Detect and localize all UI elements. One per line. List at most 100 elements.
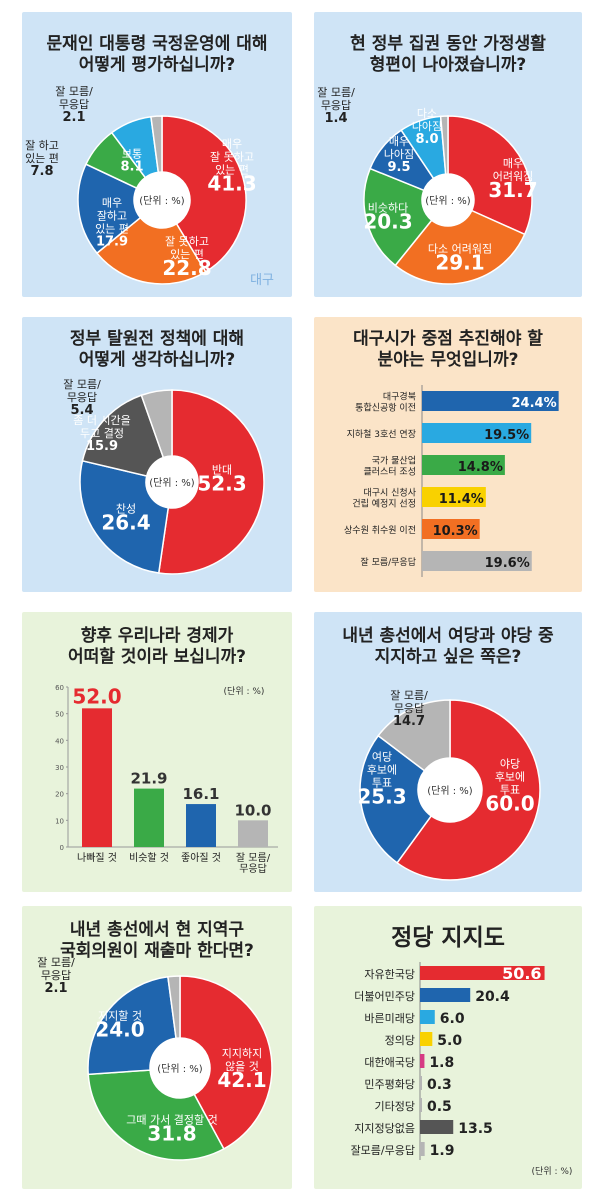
bar-나빠질-것 — [82, 708, 112, 847]
donut-hole — [418, 758, 482, 822]
slice-label: 잘 모름/ — [390, 689, 428, 702]
slice-label: 매우 — [389, 135, 409, 148]
bar-대구경북-통합신공항-이전 — [422, 391, 559, 411]
value-label: 0.3 — [427, 1077, 452, 1093]
chart-title: 대구시가 중점 추진해야 할 분야는 무엇입니까? — [353, 329, 543, 370]
slice-label: 비슷하다 — [368, 201, 408, 215]
bar-chart-svg: 자유한국당 50.6 더불어민주당 20.4 바른미래당 6.0 정의당 5.0 대한애국당 1.… — [351, 962, 572, 1177]
slice-label: 후보에 — [367, 764, 397, 777]
slice-label: 두고 결정 — [80, 427, 124, 440]
slice-label: 나아짐 — [412, 120, 442, 133]
bar-정의당 — [420, 1032, 433, 1046]
bar-대한애국당 — [420, 1054, 425, 1068]
chart-title: 현 정부 집권 동안 가정생활 형편이 나아졌습니까? — [350, 34, 546, 75]
slice-value: 31.8 — [147, 1122, 196, 1146]
category-label: 잘 모름/무응답 — [360, 556, 416, 568]
slice-value: 20.3 — [363, 210, 412, 234]
slice-label: 후보에 — [495, 771, 525, 784]
bar-민주평화당 — [420, 1076, 422, 1090]
category-label: 잘모름/무응답 — [351, 1144, 415, 1157]
category-label: 상수원 취수원 이전 — [344, 525, 416, 536]
slice-label: 다소 어려워짐 — [428, 243, 492, 256]
watermark-text: 대구 — [250, 273, 274, 288]
category-label: 잘 모름/ — [236, 852, 271, 864]
panel-incumbent-rerun: 내년 총선에서 현 지역구 국회의원이 재출마 한다면? (단위 : %) 지지하… — [22, 906, 292, 1189]
category-label: 비슷할 것 — [129, 852, 169, 864]
unit-label: (단위 : %) — [427, 784, 473, 797]
slice-label: 잘 모름/ — [55, 85, 93, 98]
panel-president-evaluation: 문재인 대통령 국정운영에 대해 어떻게 평가하십니까? (단위 : %) 매우 잘… — [22, 12, 292, 297]
bar-지지정당없음 — [420, 1120, 454, 1134]
category-label: 대구경북 — [383, 391, 416, 403]
slice-label: 무응답 — [67, 391, 97, 404]
slice-value: 25.3 — [357, 785, 406, 809]
slice-label: 지지할 것 — [98, 1010, 142, 1023]
bar-자유한국당 — [420, 966, 545, 980]
slice-value: 24.0 — [95, 1018, 144, 1042]
slice-value: 5.4 — [70, 403, 93, 418]
slice-value: 7.8 — [30, 164, 53, 179]
bar-더불어민주당 — [420, 988, 471, 1002]
slice-label: 나아짐 — [384, 148, 414, 161]
panel-household-finance: 현 정부 집권 동안 가정생활 형편이 나아졌습니까? (단위 : %) 매우 어려… — [314, 12, 582, 297]
slice-여당-후보에-투표 — [359, 734, 433, 864]
slice-value: 22.8 — [162, 256, 211, 280]
category-label: 더불어민주당 — [354, 990, 415, 1003]
bar-지하철-3호선-연장 — [422, 423, 532, 443]
value-label: 21.9 — [130, 770, 167, 788]
panel-nuclear-policy: 정부 탈원전 정책에 대해 어떻게 생각하십니까? (단위 : %) 반대 52.3… — [22, 317, 292, 592]
category-label: 바른미래당 — [364, 1012, 415, 1025]
value-label: 6.0 — [440, 1011, 465, 1027]
donut-hole — [150, 1038, 210, 1098]
value-label: 11.4% — [439, 492, 484, 507]
slice-value: 8.0 — [415, 132, 438, 147]
value-label: 10.0 — [234, 801, 271, 819]
category-label: 클러스터 조성 — [363, 467, 416, 478]
category-label: 대한애국당 — [364, 1056, 415, 1069]
slice-label: 있는 편 — [170, 248, 204, 261]
bar-기타정당 — [420, 1098, 422, 1112]
slice-label: 잘 모름/ — [63, 378, 101, 391]
unit-label: (단위 : %) — [139, 194, 185, 207]
category-label: 무응답 — [239, 863, 267, 875]
slice-label: 좀 더 시간을 — [73, 414, 131, 427]
donut-hole — [422, 174, 474, 226]
slice-label: 야당 — [500, 758, 520, 771]
category-label: 기타정당 — [375, 1100, 415, 1113]
y-tick-label: 10 — [55, 817, 64, 825]
value-label: 0.5 — [427, 1099, 452, 1115]
slice-label: 매우 — [222, 138, 242, 151]
category-label: 국가 물산업 — [372, 456, 416, 467]
value-label: 1.8 — [429, 1055, 454, 1071]
panel-economy-outlook: 향후 우리나라 경제가 어떠할 것이라 보십니까? 0 10 20 30 40 50 60 (… — [22, 612, 292, 892]
chart-title: 내년 총선에서 여당과 야당 중 지지하고 싶은 쪽은? — [342, 626, 554, 667]
slice-label: 투표 — [500, 784, 520, 797]
category-label: 나빠질 것 — [77, 852, 117, 864]
category-label: 좋아질 것 — [181, 852, 221, 864]
slice-label: 보통 — [122, 148, 142, 161]
value-label: 13.5 — [458, 1121, 493, 1137]
slice-label: 무응답 — [41, 969, 71, 982]
slice-value: 42.1 — [217, 1068, 266, 1092]
category-label: 자유한국당 — [364, 968, 415, 981]
slice-label: 무응답 — [394, 702, 424, 715]
value-label: 14.8% — [458, 460, 503, 475]
bar-좋아질-것 — [186, 804, 216, 847]
slice-label: 잘 못하고 — [165, 234, 209, 248]
y-tick-label: 30 — [55, 764, 64, 772]
value-label: 19.5% — [484, 428, 529, 443]
slice-label: 않을 것 — [225, 1060, 259, 1073]
slice-value: 2.1 — [62, 110, 85, 125]
chart-title: 향후 우리나라 경제가 어떠할 것이라 보십니까? — [67, 626, 247, 667]
slice-label: 잘 모름/ — [37, 956, 75, 969]
chart-title: 내년 총선에서 현 지역구 국회의원이 재출마 한다면? — [60, 920, 254, 961]
slice-value: 8.1 — [120, 160, 143, 175]
bar-국가-물산업-클러스터-조성 — [422, 455, 505, 475]
unit-label: (단위 : %) — [149, 476, 195, 489]
slice-label: 있는 편 — [25, 152, 59, 165]
category-label: 대구시 신청사 — [363, 488, 416, 499]
